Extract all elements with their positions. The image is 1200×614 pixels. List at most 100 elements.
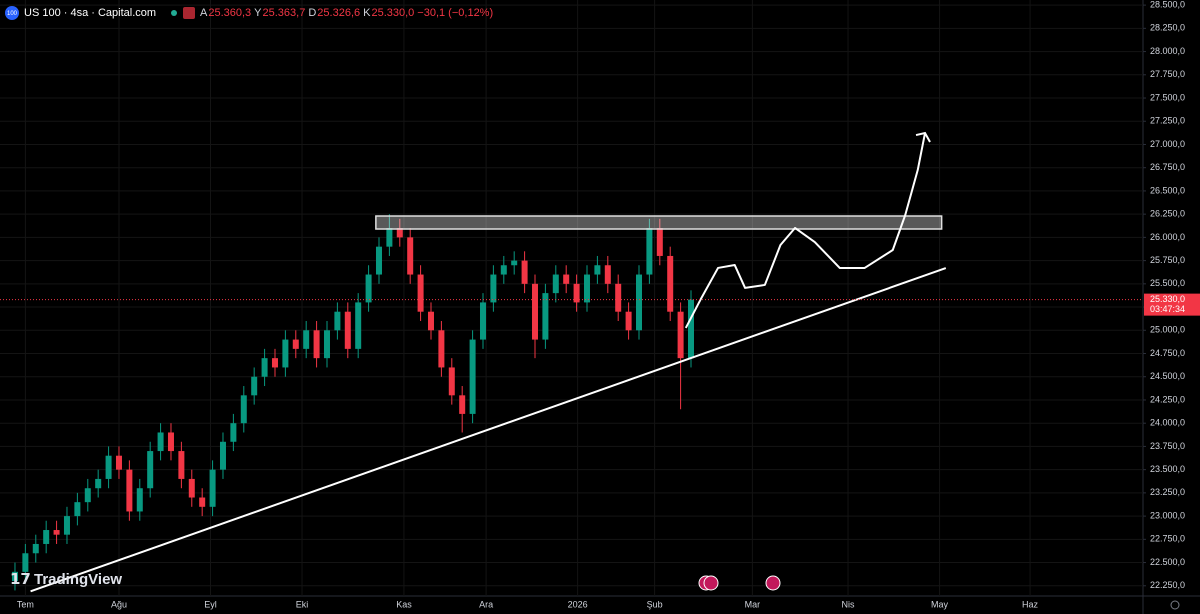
candle-body (126, 469, 133, 512)
candle-body (521, 260, 528, 284)
x-tick-label: Mar (745, 599, 761, 609)
candle-body (147, 451, 154, 489)
candle-body (22, 553, 29, 572)
y-tick-label: 23.750,0 (1150, 441, 1185, 451)
y-tick-label: 25.500,0 (1150, 278, 1185, 288)
candle-body (63, 516, 70, 535)
symbol-title[interactable]: US 100 · 4sa · Capital.com (24, 7, 156, 19)
candle-body (251, 376, 258, 396)
candle-body (594, 265, 601, 275)
candle-body (136, 488, 143, 512)
x-tick-label: Eyl (204, 599, 217, 609)
candle-body (157, 432, 164, 452)
plot (0, 131, 1143, 593)
y-tick-label: 26.000,0 (1150, 232, 1185, 242)
y-tick-label: 23.000,0 (1150, 510, 1185, 520)
candle-body (500, 265, 507, 275)
candle-body (667, 255, 674, 312)
axes: 22.250,0 22.500,0 22.750,0 23.000,0 23.250,0… (17, 0, 1200, 609)
candle-body (375, 246, 382, 275)
y-tick-label: 28.500,0 (1150, 0, 1185, 9)
candle-body (511, 260, 518, 266)
watermark-text: TradingView (34, 571, 122, 588)
candle-body (479, 302, 486, 340)
event-flag[interactable] (765, 575, 781, 591)
last-price-box (1144, 293, 1200, 316)
y-tick-label: 27.000,0 (1150, 139, 1185, 149)
x-tick-label: Haz (1022, 599, 1039, 609)
projection-path[interactable] (684, 132, 926, 329)
y-tick-label: 24.000,0 (1150, 418, 1185, 428)
candle-body (303, 330, 310, 349)
watermark: 𝟭𝟳 TradingView (10, 571, 122, 588)
settings-icon[interactable] (1170, 600, 1180, 610)
projection-arrowhead (915, 131, 931, 143)
candle-body (219, 441, 226, 470)
countdown: 03:47:34 (1150, 304, 1185, 314)
header: 100 US 100 · 4sa · Capital.com A 25.360,3… (5, 6, 493, 20)
candle-body (323, 330, 330, 359)
candle-body (531, 283, 538, 340)
y-tick-label: 27.250,0 (1150, 116, 1185, 126)
x-tick-label: Tem (17, 599, 34, 609)
candle-body (53, 530, 60, 535)
candle-body (552, 274, 559, 294)
x-tick-label: Ara (479, 599, 493, 609)
candle-body (43, 530, 50, 544)
candle-body (646, 228, 653, 275)
ohlc-value: 25.363,7 (263, 7, 306, 19)
y-tick-label: 22.750,0 (1150, 534, 1185, 544)
change: −30,1 (−0,12%) (417, 7, 493, 19)
candle-body (271, 358, 278, 368)
candle-body (469, 339, 476, 414)
y-tick-label: 22.500,0 (1150, 557, 1185, 567)
y-tick-label: 24.750,0 (1150, 348, 1185, 358)
y-tick-label: 22.250,0 (1150, 580, 1185, 590)
ohlc-key: D (308, 7, 316, 19)
tv-logo: 𝟭𝟳 (10, 571, 31, 588)
y-tick-label: 25.000,0 (1150, 325, 1185, 335)
x-tick-label: 2026 (568, 599, 588, 609)
ohlc-key: Y (254, 7, 262, 19)
candle-body (292, 339, 299, 349)
x-tick-label: May (931, 599, 949, 609)
candle-body (199, 497, 206, 507)
candle-body (604, 265, 611, 284)
candle-body (240, 395, 247, 424)
candle-body (115, 455, 122, 470)
candle-body (230, 423, 237, 442)
candle-body (386, 228, 393, 247)
candle-body (32, 543, 39, 554)
candle-body (677, 311, 684, 359)
candle-body (95, 478, 102, 489)
candle-body (656, 228, 663, 256)
indicator-icon[interactable] (183, 7, 195, 19)
ohlc-value: 25.360,3 (208, 7, 251, 19)
y-tick-label: 27.750,0 (1150, 69, 1185, 79)
x-tick-label: Nis (842, 599, 855, 609)
trendline[interactable] (30, 267, 947, 593)
candle-body (105, 455, 112, 479)
candle-body (635, 274, 642, 331)
y-tick-label: 27.500,0 (1150, 92, 1185, 102)
ohlc-value: 25.326,6 (317, 7, 360, 19)
ohlc-value: 25.330,0 (371, 7, 414, 19)
x-tick-label: Kas (396, 599, 412, 609)
candle-body (438, 330, 445, 368)
resistance-zone[interactable] (375, 215, 943, 230)
candle-body (84, 488, 91, 503)
symbol-icon[interactable] (5, 6, 19, 20)
candle-body (261, 358, 268, 377)
candle-body (11, 571, 18, 582)
candle-body (407, 237, 414, 275)
y-tick-label: 26.250,0 (1150, 209, 1185, 219)
candle-body (427, 311, 434, 331)
candle-body (74, 502, 81, 517)
x-tick-label: Eki (296, 599, 309, 609)
candle-body (365, 274, 372, 303)
candle-body (167, 432, 174, 452)
event-flag[interactable] (703, 575, 719, 591)
y-tick-label: 24.250,0 (1150, 394, 1185, 404)
